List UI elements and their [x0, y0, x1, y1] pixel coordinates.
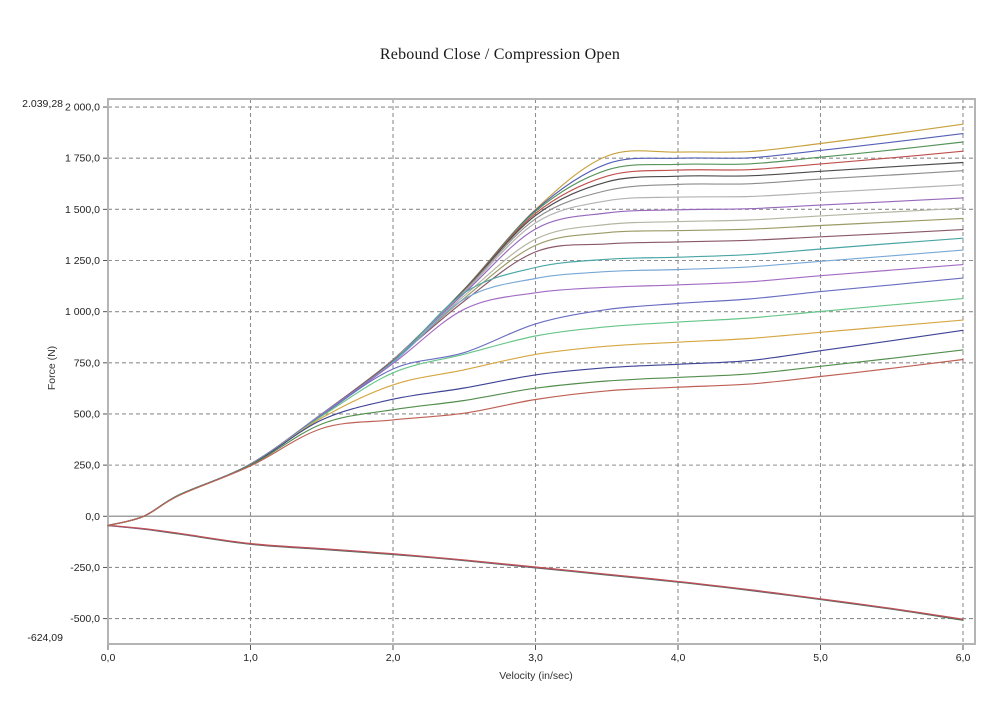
x-tick-label: 2,0	[386, 652, 401, 664]
y-tick-label: 1 500,0	[65, 204, 100, 216]
x-tick-label: 3,0	[528, 652, 543, 664]
y-tick-label: 0,0	[85, 511, 100, 523]
x-tick-label: 0,0	[101, 652, 116, 664]
y-tick-label: 750,0	[74, 357, 100, 369]
x-tick-label: 1,0	[243, 652, 258, 664]
plot-frame	[107, 98, 976, 645]
y-tick-label: 500,0	[74, 408, 100, 420]
rebound-curve	[107, 229, 964, 527]
y-max-label: 2.039,28	[22, 98, 63, 110]
y-tick-label: -500,0	[70, 613, 100, 625]
y-tick-label: 2 000,0	[65, 102, 100, 114]
chart-title: Rebound Close / Compression Open	[379, 46, 621, 63]
y-tick-label: -250,0	[70, 562, 100, 574]
y-tick-label: 250,0	[74, 460, 100, 472]
y-min-label: -624,09	[27, 632, 63, 644]
x-tick-label: 6,0	[956, 652, 971, 664]
rebound-curve	[107, 358, 964, 527]
x-tick-label: 4,0	[671, 652, 686, 664]
compression-curve	[107, 524, 964, 620]
x-tick-label: 5,0	[813, 652, 828, 664]
y-tick-label: 1 750,0	[65, 153, 100, 165]
y-tick-label: 1 000,0	[65, 306, 100, 318]
x-axis-title: Velocity (in/sec)	[499, 670, 573, 682]
y-tick-label: 1 250,0	[65, 255, 100, 267]
